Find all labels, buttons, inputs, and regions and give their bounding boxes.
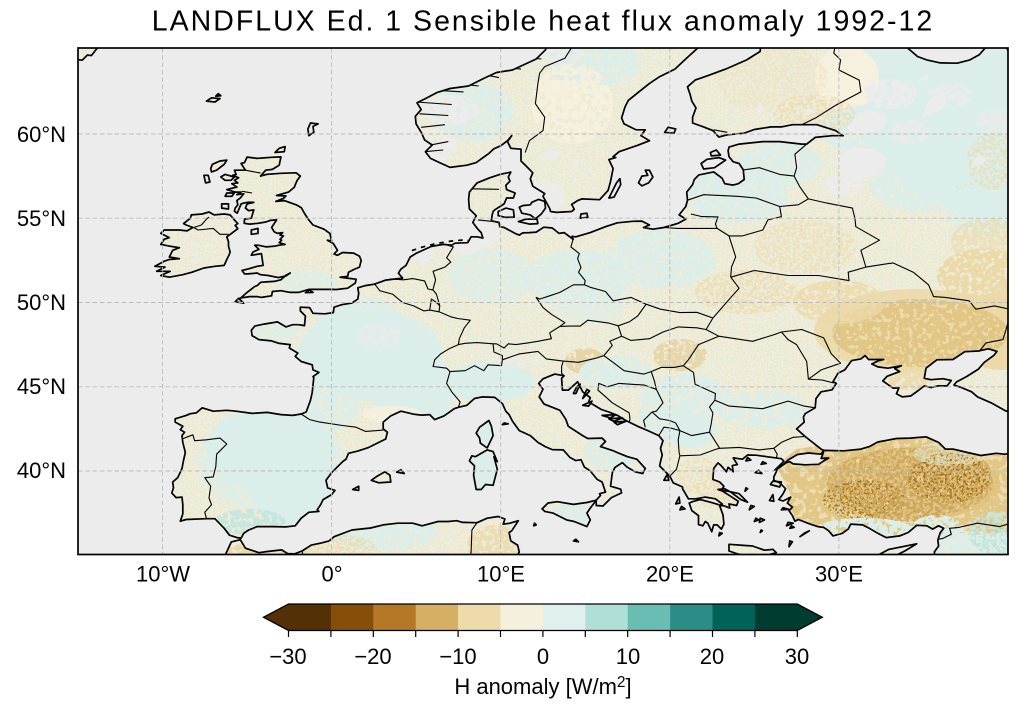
svg-text:20: 20	[700, 644, 724, 669]
svg-text:0°: 0°	[321, 562, 342, 587]
svg-text:−30: −30	[269, 644, 306, 669]
svg-text:55°N: 55°N	[17, 206, 66, 231]
svg-text:50°N: 50°N	[17, 290, 66, 315]
svg-text:0: 0	[537, 644, 549, 669]
svg-text:10°W: 10°W	[136, 562, 190, 587]
svg-text:10: 10	[616, 644, 640, 669]
svg-text:60°N: 60°N	[17, 122, 66, 147]
svg-text:LANDFLUX Ed. 1 Sensible heat f: LANDFLUX Ed. 1 Sensible heat flux anomal…	[152, 6, 934, 38]
svg-text:30: 30	[785, 644, 809, 669]
svg-text:−20: −20	[354, 644, 391, 669]
svg-text:H anomaly [W/m2]: H anomaly [W/m2]	[454, 674, 631, 699]
svg-text:−10: −10	[439, 644, 476, 669]
svg-text:10°E: 10°E	[477, 562, 525, 587]
svg-text:40°N: 40°N	[17, 458, 66, 483]
svg-text:20°E: 20°E	[646, 562, 694, 587]
svg-text:30°E: 30°E	[815, 562, 863, 587]
svg-text:45°N: 45°N	[17, 374, 66, 399]
